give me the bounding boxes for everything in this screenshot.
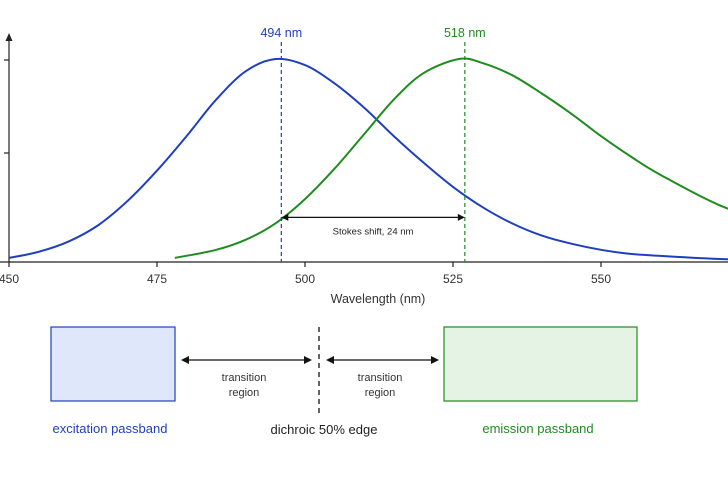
x-tick-label: 500 [295, 272, 315, 286]
x-tick-label: 450 [0, 272, 19, 286]
x-axis-ticks: 450475500525550575600625650675 [0, 262, 611, 286]
emission-passband-box [443, 326, 638, 402]
right-transition-arrow [326, 356, 439, 364]
y-axis [4, 33, 13, 262]
emission-peak-label: 518 nm [444, 26, 486, 40]
left-transition-arrow [181, 356, 312, 364]
excitation-passband-box [50, 326, 176, 402]
emission-spectrum-line [174, 57, 728, 259]
x-axis-title: Wavelength (nm) [331, 292, 426, 306]
left-transition-label-line2: region [229, 387, 260, 399]
left-transition-label-line1: transition [222, 372, 267, 384]
x-tick-label: 475 [147, 272, 167, 286]
right-transition-label-line2: region [365, 387, 396, 399]
x-tick-label: 550 [591, 272, 611, 286]
emission-passband-label: emission passband [482, 421, 593, 436]
x-tick-label: 525 [443, 272, 463, 286]
series-layer [8, 57, 728, 261]
right-transition-label-line1: transition [358, 372, 403, 384]
stokes-shift-arrow [281, 213, 465, 221]
excitation-peak-label: 494 nm [260, 26, 302, 40]
excitation-passband-label: excitation passband [53, 421, 168, 436]
excitation-spectrum-line [8, 57, 728, 261]
dichroic-edge-label: dichroic 50% edge [271, 422, 378, 437]
stokes-shift-label: Stokes shift, 24 nm [333, 226, 414, 237]
